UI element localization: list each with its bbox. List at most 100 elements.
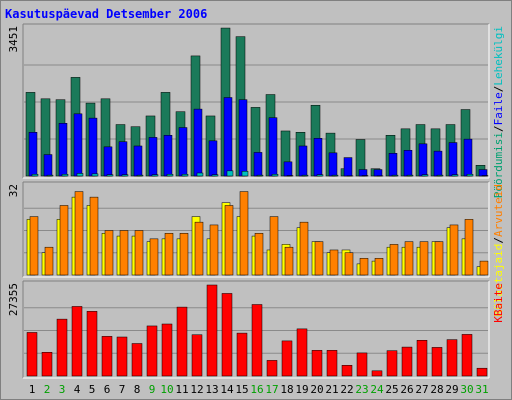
day-label: 3 bbox=[59, 383, 66, 396]
bar-files bbox=[328, 152, 338, 177]
bar-sites bbox=[74, 191, 84, 276]
bar-sites bbox=[374, 258, 384, 276]
bar-pages bbox=[211, 174, 219, 177]
bar-pages bbox=[136, 174, 144, 177]
bar-pages bbox=[241, 171, 249, 177]
bar-pages bbox=[31, 174, 39, 177]
bar-files bbox=[298, 145, 308, 177]
bar-kbytes bbox=[326, 350, 338, 377]
day-label: 18 bbox=[280, 383, 293, 396]
bar-pages bbox=[121, 174, 129, 177]
bar-files bbox=[43, 154, 53, 177]
bar-kbytes bbox=[416, 340, 428, 377]
bar-files bbox=[253, 152, 263, 177]
day-label: 28 bbox=[430, 383, 443, 396]
day-label: 10 bbox=[160, 383, 173, 396]
bar-sites bbox=[164, 233, 174, 276]
bar-files bbox=[28, 132, 38, 177]
bar-pages bbox=[166, 174, 174, 177]
bottom-ymax-label: 27355 bbox=[7, 283, 20, 316]
bar-kbytes bbox=[431, 347, 443, 377]
bar-files bbox=[463, 138, 473, 177]
bar-kbytes bbox=[251, 304, 263, 377]
bar-pages bbox=[181, 174, 189, 177]
bar-kbytes bbox=[131, 343, 143, 377]
bar-kbytes bbox=[191, 334, 203, 377]
bar-files bbox=[433, 150, 443, 177]
day-label: 27 bbox=[415, 383, 428, 396]
bar-kbytes bbox=[161, 323, 173, 377]
bar-sites bbox=[389, 244, 399, 276]
bar-pages bbox=[106, 174, 114, 177]
bar-kbytes bbox=[176, 306, 188, 377]
bar-sites bbox=[209, 224, 219, 276]
day-label: 21 bbox=[325, 383, 338, 396]
bar-files bbox=[58, 123, 68, 177]
bar-files bbox=[238, 99, 248, 177]
bar-pages bbox=[76, 173, 84, 177]
bar-pages bbox=[466, 174, 474, 177]
day-label: 11 bbox=[175, 383, 188, 396]
bar-kbytes bbox=[26, 332, 38, 377]
bar-sites bbox=[479, 260, 489, 276]
bar-files bbox=[373, 169, 383, 177]
bar-files bbox=[118, 141, 128, 177]
legend-series-name: Külastajaid bbox=[492, 244, 505, 317]
top-legend-label: Pöördumisi/Faile/Lehekülgi bbox=[492, 26, 505, 198]
bar-files bbox=[403, 150, 413, 177]
day-label: 12 bbox=[190, 383, 203, 396]
day-label: 22 bbox=[340, 383, 353, 396]
bar-kbytes bbox=[341, 365, 353, 377]
bar-sites bbox=[89, 196, 99, 276]
bar-files bbox=[133, 145, 143, 177]
legend-series-name: / bbox=[492, 237, 505, 244]
day-label: 14 bbox=[220, 383, 234, 396]
middle-ymax-label: 32 bbox=[7, 184, 20, 197]
bar-pages bbox=[421, 174, 429, 177]
bar-kbytes bbox=[446, 339, 458, 377]
bar-kbytes bbox=[146, 325, 158, 377]
bar-pages bbox=[256, 174, 264, 177]
bar-sites bbox=[134, 230, 144, 276]
bar-kbytes bbox=[206, 284, 218, 377]
day-label: 20 bbox=[310, 383, 323, 396]
day-label: 16 bbox=[250, 383, 263, 396]
bar-kbytes bbox=[401, 346, 413, 377]
bar-kbytes bbox=[476, 367, 488, 377]
bar-kbytes bbox=[311, 350, 323, 377]
legend-series-name: KBaite bbox=[492, 283, 505, 323]
bar-sites bbox=[119, 230, 129, 276]
bar-sites bbox=[284, 246, 294, 276]
bar-pages bbox=[301, 174, 309, 177]
legend-series-name: Arvuteid bbox=[492, 184, 505, 237]
day-label: 24 bbox=[370, 383, 384, 396]
bar-sites bbox=[434, 241, 444, 276]
bar-kbytes bbox=[71, 306, 83, 377]
legend-series-name: Faile bbox=[492, 92, 505, 125]
bar-files bbox=[73, 113, 83, 177]
bar-sites bbox=[149, 238, 159, 276]
bar-files bbox=[208, 140, 218, 177]
day-label: 25 bbox=[385, 383, 398, 396]
bottom-legend-label: KBaite bbox=[492, 283, 505, 323]
bar-files bbox=[223, 97, 233, 177]
bar-pages bbox=[226, 170, 234, 177]
bar-sites bbox=[344, 252, 354, 276]
bar-files bbox=[148, 137, 158, 177]
bar-sites bbox=[359, 258, 369, 276]
bar-files bbox=[268, 117, 278, 177]
bar-kbytes bbox=[266, 360, 278, 377]
bar-files bbox=[358, 169, 368, 177]
legend-series-name: Pöördumisi bbox=[492, 132, 505, 198]
bar-pages bbox=[61, 174, 69, 177]
bar-kbytes bbox=[56, 318, 68, 377]
bar-pages bbox=[391, 174, 399, 177]
bar-pages bbox=[151, 174, 159, 177]
bar-sites bbox=[269, 216, 279, 276]
bar-sites bbox=[419, 241, 429, 276]
bar-pages bbox=[451, 174, 459, 177]
bar-files bbox=[343, 157, 353, 177]
bar-kbytes bbox=[86, 311, 98, 377]
